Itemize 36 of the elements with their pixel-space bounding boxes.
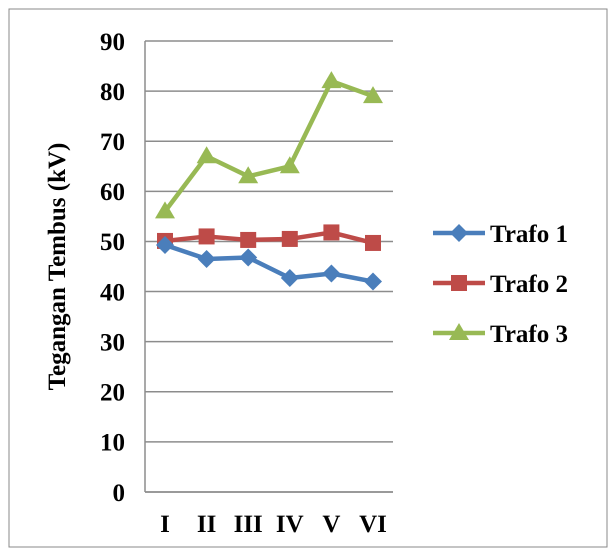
y-axis-title: Tegangan Tembus (kV): [44, 142, 71, 390]
legend-label: Trafo 3: [490, 320, 568, 348]
point: [364, 272, 382, 291]
x-tick-label: I: [160, 511, 170, 538]
point: [321, 71, 342, 88]
legend-label: Trafo 2: [490, 270, 568, 298]
point: [196, 146, 217, 164]
x-tick-label: III: [234, 511, 263, 538]
point: [282, 230, 298, 247]
y-tick-label: 90: [100, 28, 125, 56]
y-tick-label: 40: [100, 279, 125, 306]
y-tick-label: 20: [100, 380, 125, 407]
y-tick-label: 30: [100, 329, 125, 356]
x-tick-label: V: [322, 511, 340, 538]
y-tick-label: 10: [100, 430, 125, 457]
y-tick-label: 50: [100, 229, 125, 256]
y-tick-label: 0: [112, 480, 125, 507]
x-tick-label: VI: [359, 511, 387, 538]
point: [323, 224, 340, 240]
point: [322, 264, 340, 283]
point: [280, 269, 299, 288]
point: [198, 228, 215, 244]
point: [238, 166, 258, 184]
y-tick-label: 60: [100, 179, 125, 206]
point: [240, 232, 256, 248]
x-tick-label: II: [196, 511, 216, 538]
point: [365, 234, 381, 251]
point: [155, 201, 175, 218]
y-tick-label: 70: [100, 128, 125, 156]
y-tick-label: 80: [100, 78, 125, 106]
legend-label: Trafo 1: [490, 220, 568, 248]
point: [363, 86, 383, 104]
x-tick-label: IV: [276, 511, 304, 538]
point: [280, 156, 300, 174]
point: [156, 236, 174, 254]
point: [239, 248, 258, 266]
